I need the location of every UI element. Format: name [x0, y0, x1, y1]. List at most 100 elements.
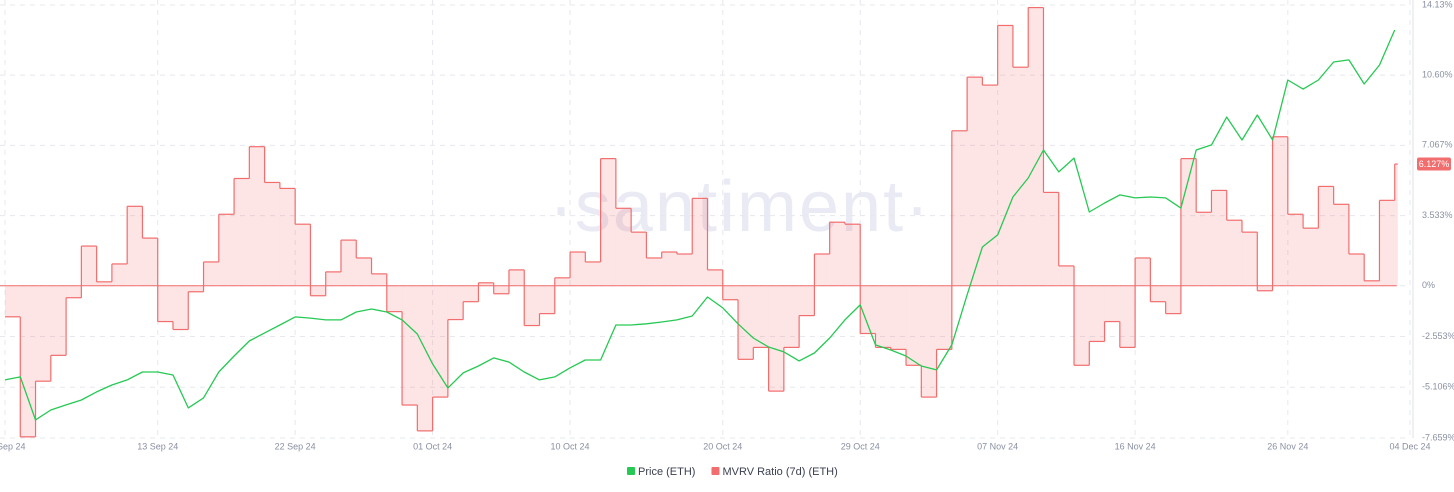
mvrv-area	[249, 146, 265, 286]
mvrv-area	[96, 281, 112, 286]
mvrv-area	[310, 285, 326, 296]
mvrv-area	[1242, 232, 1258, 286]
mvrv-area	[1257, 285, 1273, 291]
mvrv-area	[356, 257, 372, 286]
mvrv-area	[921, 285, 937, 398]
mvrv-area	[814, 254, 830, 286]
x-tick-label: 20 Oct 24	[703, 441, 742, 451]
mvrv-area	[35, 285, 51, 382]
mvrv-area	[447, 285, 464, 320]
mvrv-area	[264, 182, 280, 286]
x-tick-label: 01 Oct 24	[413, 441, 452, 451]
mvrv-area	[1196, 212, 1212, 286]
mvrv-area	[951, 130, 968, 286]
mvrv-area	[493, 285, 509, 294]
x-tick-label: 13 Sep 24	[137, 441, 178, 451]
mvrv-area	[463, 285, 479, 302]
price-line	[4, 29, 1396, 421]
mvrv-area	[1074, 285, 1090, 366]
y-tick-label: 10.60%	[1422, 70, 1453, 80]
mvrv-area	[1379, 200, 1395, 286]
mvrv-area	[615, 208, 632, 286]
legend-label: Price (ETH)	[638, 466, 695, 478]
mvrv-area	[906, 285, 922, 366]
mvrv-area	[570, 252, 586, 286]
mvrv-area	[295, 224, 311, 286]
x-tick-label: 03 Sep 24	[0, 441, 26, 451]
y-tick-label: 7.067%	[1422, 140, 1453, 150]
mvrv-area	[1028, 7, 1044, 286]
mvrv-area	[1303, 228, 1319, 286]
mvrv-area	[753, 285, 769, 348]
mvrv-area	[600, 158, 616, 286]
mvrv-area	[661, 252, 677, 286]
mvrv-area	[844, 224, 861, 286]
x-tick-label: 10 Oct 24	[551, 441, 590, 451]
mvrv-area	[707, 269, 723, 286]
mvrv-area	[1165, 285, 1181, 314]
x-tick-label: 04 Dec 24	[1389, 441, 1430, 451]
mvrv-area	[386, 285, 403, 312]
mvrv-series	[0, 6, 1398, 438]
mvrv-area	[524, 285, 540, 326]
mvrv-area	[1226, 220, 1243, 286]
mvrv-area	[1364, 280, 1380, 286]
mvrv-area	[127, 206, 143, 286]
y-tick-label: -7.659%	[1422, 432, 1454, 442]
y-tick-label: -2.553%	[1422, 331, 1454, 341]
mvrv-area	[1318, 186, 1334, 286]
y-tick-label: -5.106%	[1422, 382, 1454, 392]
mvrv-area	[890, 285, 907, 350]
mvrv-area	[982, 85, 998, 286]
mvrv-area	[783, 285, 800, 348]
mvrv-area	[722, 285, 739, 300]
mvrv-area	[799, 285, 815, 316]
legend-swatch	[627, 467, 635, 475]
mvrv-area	[371, 273, 387, 286]
value-tag-label: 6.127%	[1419, 159, 1450, 169]
mvrv-area	[539, 285, 555, 314]
mvrv-area	[325, 271, 341, 286]
mvrv-area	[340, 240, 357, 286]
mvrv-area	[432, 285, 448, 398]
legend-label: MVRV Ratio (7d) (ETH)	[722, 466, 837, 478]
mvrv-area	[279, 188, 296, 286]
mvrv-area	[1211, 190, 1227, 286]
mvrv-area	[997, 25, 1013, 286]
mvrv-area	[5, 285, 21, 317]
mvrv-area	[1394, 164, 1398, 286]
x-tick-label: 22 Sep 24	[275, 441, 316, 451]
mvrv-area	[768, 285, 784, 392]
y-tick-label: 3.533%	[1422, 210, 1453, 220]
mvrv-area	[1135, 257, 1151, 286]
mvrv-area	[585, 261, 601, 286]
mvrv-area	[1348, 254, 1365, 286]
mvrv-area	[172, 285, 189, 330]
y-tick-label: 0%	[1422, 280, 1435, 290]
mvrv-area	[875, 285, 891, 348]
mvrv-area	[1333, 204, 1349, 286]
mvrv-area	[1104, 285, 1120, 322]
mvrv-area	[20, 285, 36, 437]
mvrv-area	[1272, 136, 1288, 286]
mvrv-area	[50, 285, 67, 356]
mvrv-area	[478, 282, 494, 286]
mvrv-area	[188, 285, 204, 292]
mvrv-area	[554, 277, 571, 286]
x-tick-label: 26 Nov 24	[1267, 441, 1308, 451]
x-tick-label: 16 Nov 24	[1115, 441, 1156, 451]
mvrv-area	[646, 257, 662, 286]
legend-swatch	[711, 467, 720, 475]
mvrv-area	[1180, 158, 1197, 286]
mvrv-area	[142, 238, 158, 286]
mvrv-area	[676, 254, 693, 286]
mvrv-area	[692, 198, 708, 286]
mvrv-area	[738, 285, 754, 360]
mvrv-area	[111, 263, 128, 286]
mvrv-area	[967, 77, 983, 286]
mvrv-area	[66, 285, 82, 298]
mvrv-area	[203, 261, 219, 286]
mvrv-area	[1043, 192, 1059, 286]
mvrv-area	[234, 178, 250, 286]
mvrv-area	[1058, 265, 1075, 286]
